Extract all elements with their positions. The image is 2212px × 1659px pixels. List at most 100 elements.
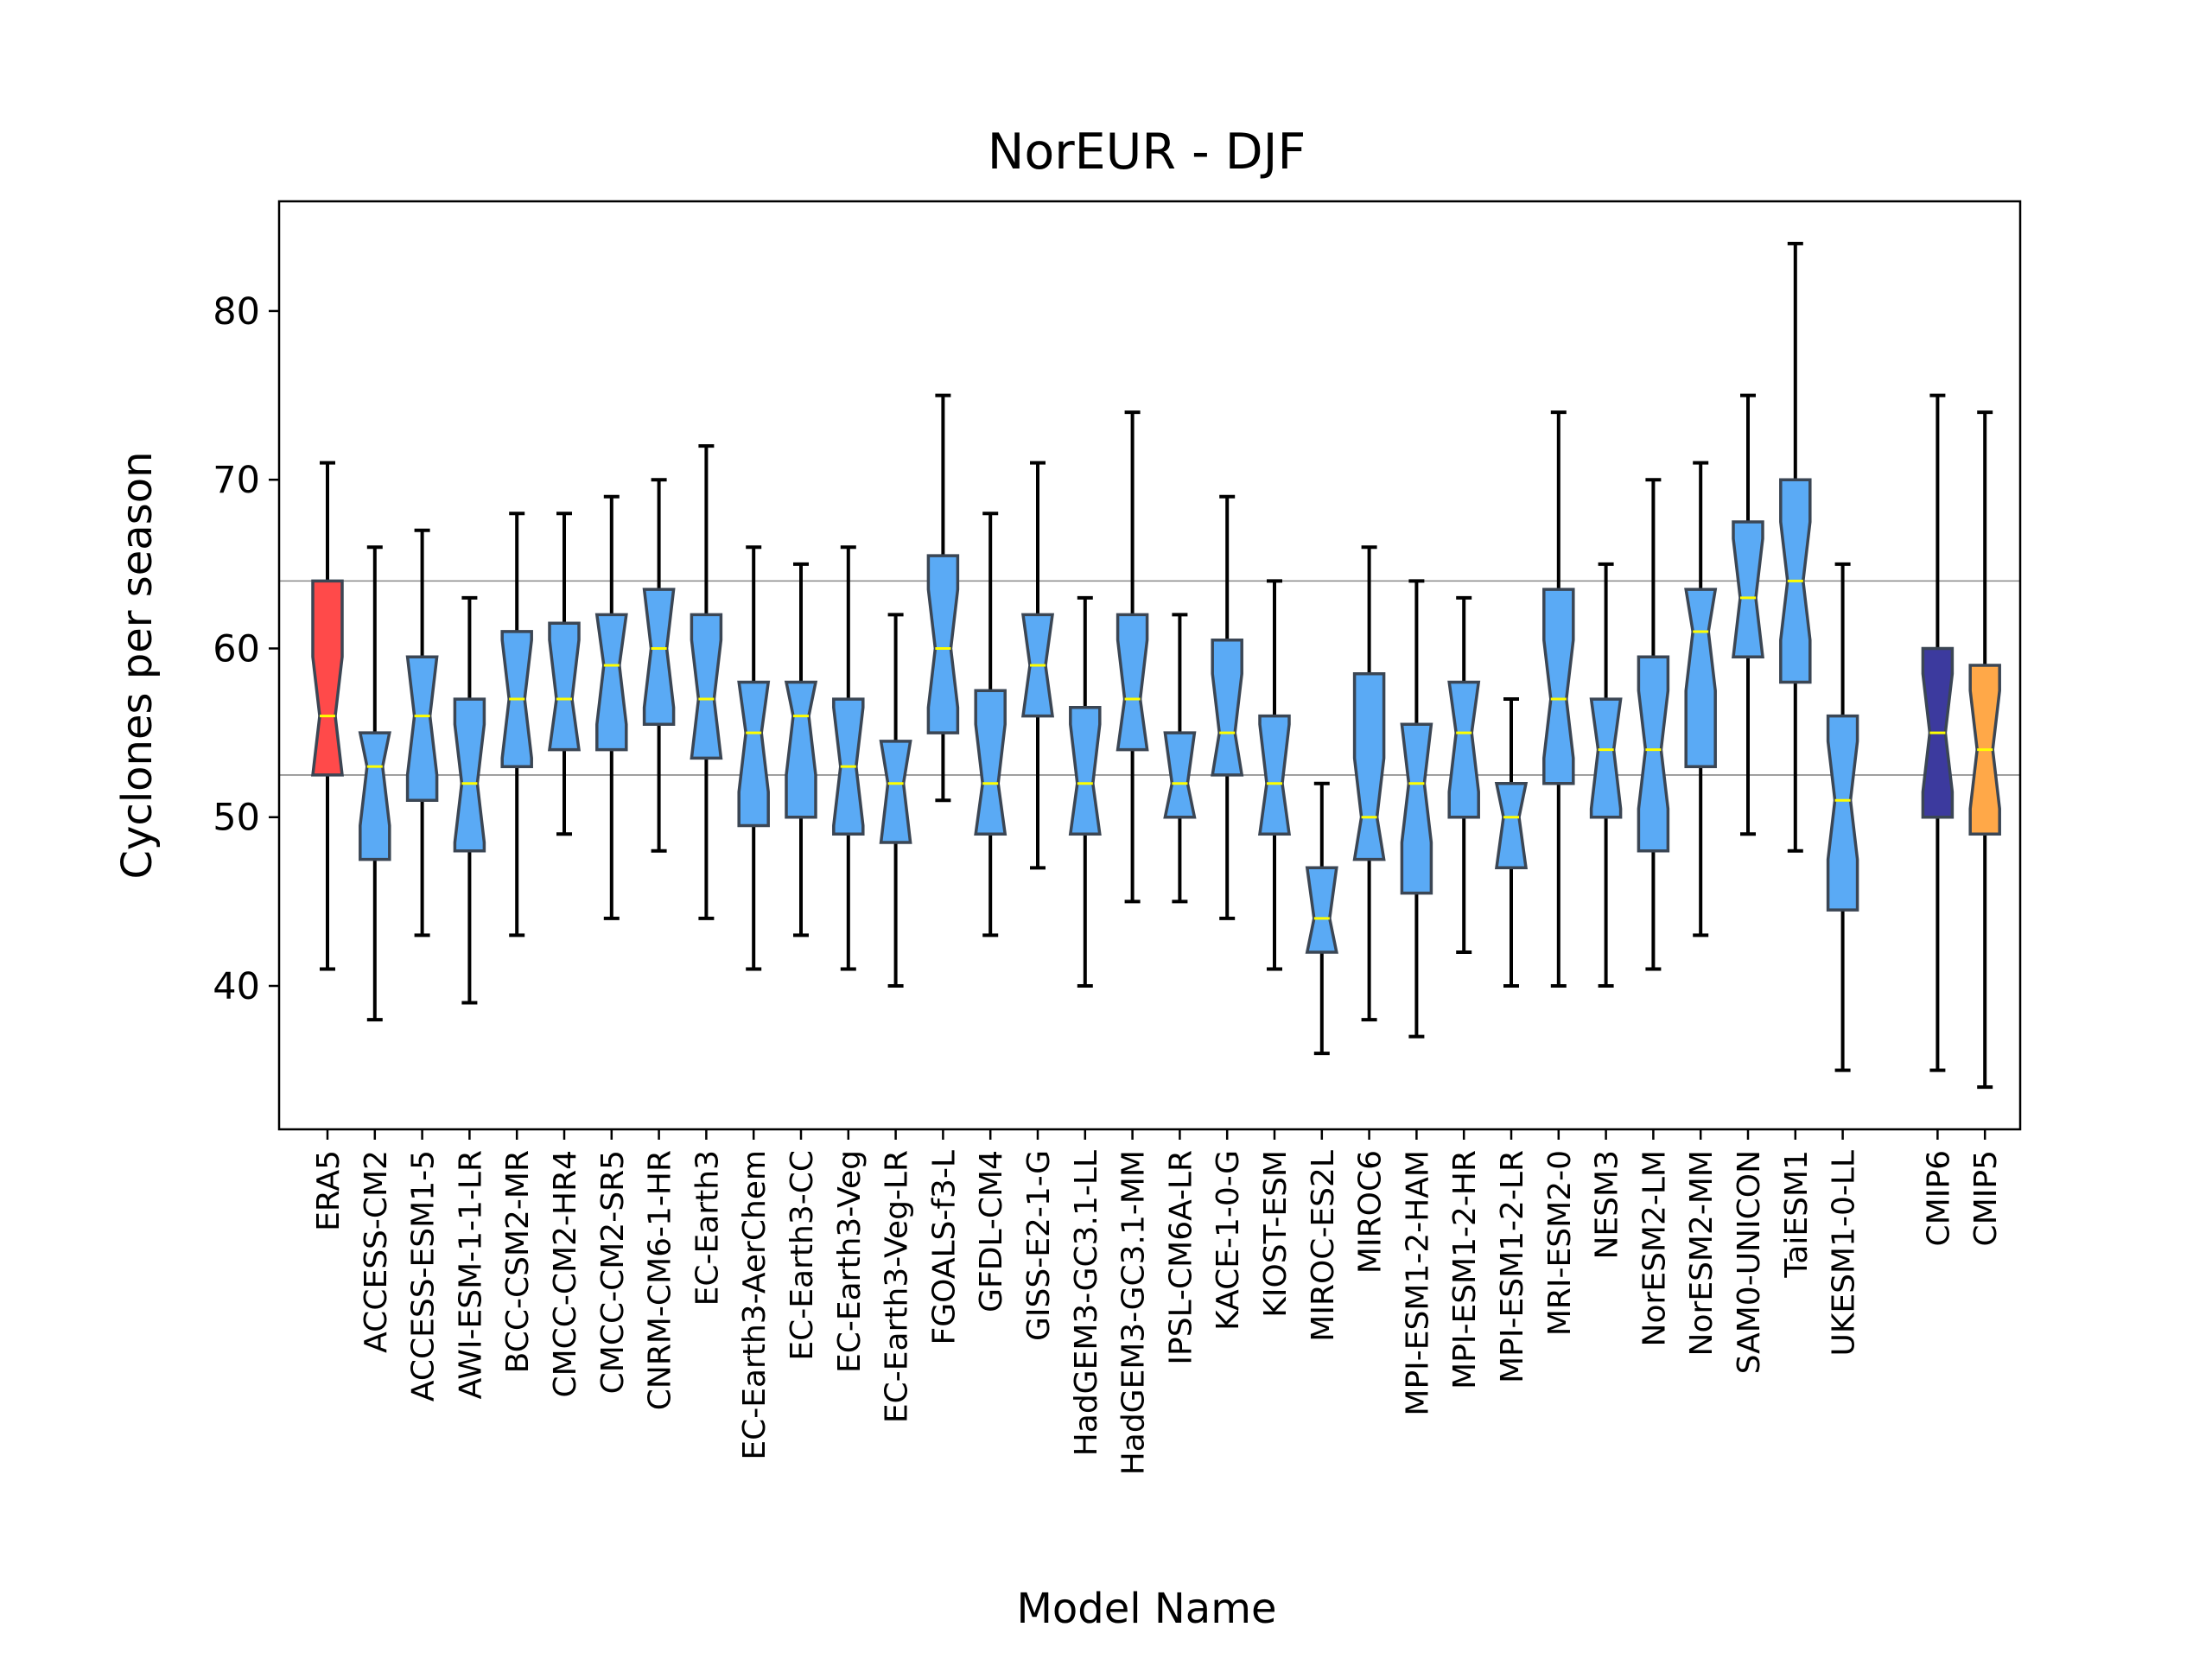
box-gfdl-cm4	[974, 512, 1007, 938]
x-tick-label: HadGEM3-GC3.1-LL	[1069, 1150, 1104, 1456]
box-access-esm1-5	[405, 528, 439, 938]
box-taiesm1	[1779, 241, 1812, 853]
x-tick-label: CMCC-CM2-HR4	[548, 1150, 583, 1398]
x-axis-ticks: ERA5 ACCESS-CM2 ACCESS-ESM1-5 AWI-ESM-1-1-L…	[311, 1129, 2004, 1475]
x-axis-label: Model Name	[1017, 1585, 1277, 1633]
x-tick-label: GFDL-CM4	[974, 1150, 1009, 1313]
box-kace-1-0-g	[1211, 494, 1244, 920]
x-tick-label: MIROC-ES2L	[1306, 1150, 1341, 1342]
box-hadgem3-gc3.1-mm	[1116, 410, 1149, 904]
y-tick-label: 40	[213, 965, 260, 1008]
x-tick-label: MPI-ESM1-2-LR	[1495, 1150, 1530, 1383]
box-ec-earth3	[690, 444, 723, 920]
box-giss-e2-1-g	[1020, 461, 1055, 870]
x-tick-label: EC-Earth3-AerChem	[737, 1150, 772, 1460]
box-body	[1400, 722, 1433, 895]
x-tick-label: TaiESM1	[1779, 1150, 1815, 1279]
box-body	[879, 740, 912, 844]
box-mri-esm2-0	[1542, 410, 1575, 988]
box-body	[1116, 613, 1149, 752]
boxes-layer	[311, 241, 2001, 1090]
y-axis-label: Cyclones per season	[113, 452, 162, 880]
box-body	[1068, 706, 1102, 836]
x-tick-label: ACCESS-ESM1-5	[406, 1150, 442, 1402]
box-awi-esm-1-1-lr	[453, 595, 486, 1005]
x-tick-label: AWI-ESM-1-1-LR	[453, 1150, 488, 1399]
x-tick-label: KACE-1-0-G	[1211, 1150, 1246, 1331]
x-tick-label: MPI-ESM1-2-HAM	[1400, 1150, 1435, 1416]
x-tick-label: CNRM-CM6-1-HR	[643, 1150, 678, 1410]
x-tick-label: BCC-CSM2-MR	[500, 1150, 536, 1373]
box-body	[1257, 714, 1292, 836]
x-tick-label: UKESM1-0-LL	[1827, 1150, 1862, 1357]
box-body	[1163, 731, 1197, 819]
x-tick-label: CMCC-CM2-SR5	[595, 1150, 631, 1394]
box-body	[311, 579, 344, 777]
x-tick-label: MRI-ESM2-0	[1542, 1150, 1578, 1336]
box-noresm2-lm	[1637, 478, 1670, 971]
box-body	[974, 689, 1007, 836]
x-tick-label: CMIP6	[1921, 1150, 1956, 1246]
reference-lines	[279, 580, 2020, 776]
box-nesm3	[1589, 562, 1623, 988]
box-miroc6	[1352, 545, 1386, 1022]
box-ec-earth3-veg-lr	[879, 613, 912, 988]
y-tick-label: 60	[213, 627, 260, 671]
plot-area-frame	[277, 200, 2022, 1131]
box-body	[594, 613, 628, 752]
box-ec-earth3-aerchem	[737, 545, 771, 971]
box-kiost-esm	[1257, 579, 1292, 971]
x-tick-label: KIOST-ESM	[1258, 1150, 1294, 1318]
box-mpi-esm1-2-hr	[1447, 595, 1481, 954]
box-body	[1684, 588, 1718, 768]
box-bcc-csm2-mr	[500, 512, 533, 938]
box-body	[784, 680, 818, 819]
x-tick-label: ERA5	[311, 1150, 346, 1231]
box-cmip5	[1968, 410, 2001, 1090]
box-body	[690, 613, 723, 760]
box-body	[737, 680, 771, 828]
x-tick-label: NESM3	[1590, 1150, 1625, 1260]
x-tick-label: GISS-E2-1-G	[1021, 1150, 1057, 1341]
box-body	[405, 655, 439, 802]
box-body	[1305, 866, 1338, 954]
box-body	[453, 697, 486, 853]
box-body	[1494, 781, 1529, 870]
box-body	[1352, 672, 1386, 861]
box-hadgem3-gc3.1-ll	[1068, 595, 1102, 988]
box-mpi-esm1-2-ham	[1400, 579, 1433, 1039]
box-sam0-unicon	[1732, 393, 1764, 836]
box-ec-earth3-veg	[832, 545, 865, 971]
x-tick-label: SAM0-UNICON	[1732, 1150, 1767, 1374]
box-body	[358, 731, 391, 861]
y-tick-label: 80	[213, 290, 260, 334]
x-tick-label: NorESM2-MM	[1684, 1150, 1719, 1356]
box-ec-earth3-cc	[784, 562, 818, 938]
box-era5	[311, 461, 344, 971]
box-body	[547, 621, 582, 752]
x-tick-label: NorESM2-LM	[1637, 1150, 1672, 1346]
x-tick-label: ACCESS-CM2	[359, 1150, 394, 1353]
box-cmip6	[1921, 393, 1955, 1072]
box-mpi-esm1-2-lr	[1494, 697, 1529, 988]
x-tick-label: MIROC6	[1353, 1150, 1389, 1274]
y-axis-ticks: 40 50 60 70 80	[213, 290, 279, 1008]
box-access-cm2	[358, 545, 391, 1022]
box-body	[642, 588, 676, 727]
x-tick-label: EC-Earth3-Veg-LR	[880, 1150, 915, 1423]
box-body	[1826, 714, 1859, 912]
box-body	[926, 554, 960, 734]
box-body	[1637, 655, 1670, 853]
x-tick-label: EC-Earth3-CC	[785, 1150, 820, 1361]
box-noresm2-mm	[1684, 461, 1718, 938]
box-body	[1589, 697, 1623, 819]
x-tick-label: HadGEM3-GC3.1-MM	[1116, 1150, 1152, 1475]
x-tick-label: EC-Earth3-Veg	[832, 1150, 868, 1373]
y-tick-label: 50	[213, 797, 260, 840]
box-cmcc-cm2-sr5	[594, 494, 628, 920]
box-body	[1447, 680, 1481, 819]
box-miroc-es2l	[1305, 781, 1338, 1056]
x-tick-label: FGOALS-f3-L	[926, 1150, 962, 1344]
x-tick-label: MPI-ESM1-2-HR	[1447, 1150, 1483, 1389]
